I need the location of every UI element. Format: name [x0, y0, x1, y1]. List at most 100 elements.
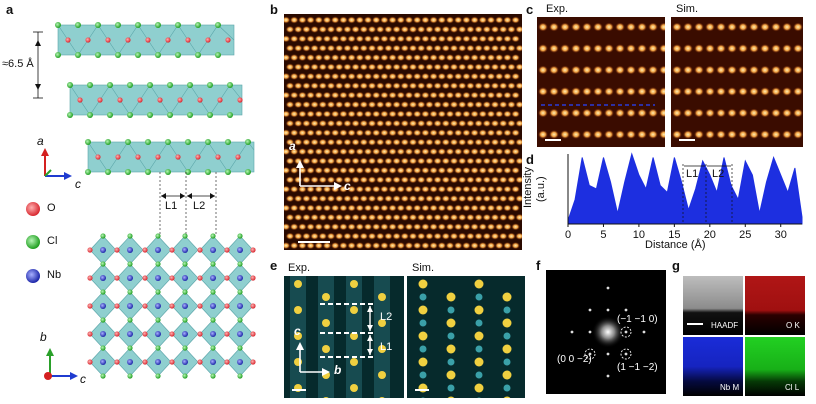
layer-slab-2 [69, 84, 243, 116]
atom-column [793, 65, 803, 75]
atom-column [400, 195, 410, 203]
atom-column [343, 63, 352, 71]
atom-column [478, 72, 488, 80]
atom-column [355, 91, 365, 99]
o-atom [169, 275, 175, 281]
atom-column [511, 72, 520, 80]
atom-column [498, 82, 508, 90]
atom-column [486, 242, 496, 250]
atom-column [326, 195, 336, 203]
atom-column [511, 204, 520, 212]
atom-column [298, 148, 307, 156]
nb-atom [237, 275, 243, 281]
atom-column [604, 130, 614, 139]
atom-column [738, 65, 748, 75]
fft-spot [606, 286, 610, 290]
cl-atom [165, 169, 171, 175]
atom-column [388, 35, 397, 43]
atom-column [453, 91, 463, 99]
cl-atom [185, 139, 191, 145]
cl-atom [182, 289, 188, 295]
panel-e-sim-title: Sim. [412, 262, 434, 274]
atom-column [433, 195, 442, 203]
atom-column [388, 16, 397, 24]
atom-column [771, 44, 781, 53]
atom-column [474, 44, 483, 52]
cl-atom [167, 112, 173, 118]
atom-column [462, 72, 471, 80]
nb-atom [127, 247, 133, 253]
fft-spot [624, 352, 628, 356]
atom-column [604, 87, 614, 96]
atom-column [503, 35, 512, 43]
atom-column [289, 223, 299, 231]
atom-column [412, 148, 422, 156]
atom-column [412, 204, 422, 212]
atom-column [380, 223, 389, 231]
o-atom [185, 37, 191, 43]
atom-spot [503, 358, 511, 366]
atom-column [351, 63, 360, 71]
atom-column [347, 91, 356, 99]
panel-e-axis-b: b [334, 363, 342, 377]
atom-column [749, 108, 759, 118]
panel-b-axis-c: c [344, 179, 351, 193]
atom-column [347, 242, 356, 250]
atom-column [343, 213, 352, 221]
atom-spot [419, 371, 427, 379]
atom-column [425, 101, 434, 109]
atom-column [425, 157, 434, 165]
atom-column [694, 65, 704, 75]
atom-column [343, 119, 352, 127]
cl-atom [207, 82, 213, 88]
atom-spot [447, 358, 455, 366]
cl-atom [185, 169, 191, 175]
atom-column [490, 25, 500, 33]
x-tick-label: 25 [739, 229, 751, 241]
atom-column [351, 101, 360, 109]
atom-spot [322, 345, 330, 353]
atom-column [310, 195, 319, 203]
atom-column [421, 72, 430, 80]
atom-column [494, 72, 504, 80]
atom-column [694, 87, 704, 96]
atom-column [503, 148, 512, 156]
axis-b-label: b [40, 330, 47, 344]
atom-column [384, 138, 393, 146]
atom-column [306, 54, 315, 62]
atom-column [310, 119, 319, 127]
atom-column [302, 25, 311, 33]
atom-column [738, 44, 748, 53]
atom-column [604, 44, 614, 53]
atom-spot [419, 293, 427, 301]
atom-column [503, 129, 512, 137]
atom-column [408, 119, 418, 127]
cl-atom [155, 289, 161, 295]
atom-column [302, 176, 311, 184]
atom-column [285, 157, 295, 165]
atom-column [457, 138, 467, 146]
atom-column [363, 72, 373, 80]
cl-atom [205, 169, 211, 175]
atom-column [404, 185, 414, 193]
nb-atom [155, 331, 161, 337]
atom-column [453, 129, 463, 137]
atom-column [326, 138, 336, 146]
atom-column [482, 119, 492, 127]
atom-column [486, 110, 496, 118]
cl-atom [237, 345, 243, 351]
atom-column [494, 16, 504, 24]
atom-column [470, 110, 479, 118]
atom-column [793, 22, 803, 32]
atom-column [425, 232, 434, 240]
atom-column [371, 54, 381, 62]
atom-column [466, 119, 475, 127]
panel-c-sim-image [671, 17, 803, 147]
panel-c-label: c [526, 2, 534, 17]
atom-column [412, 185, 422, 193]
atom-column [478, 110, 488, 118]
atom-column [392, 213, 401, 221]
atom-column [392, 195, 401, 203]
cl-atom [135, 22, 141, 28]
atom-column [503, 54, 512, 62]
